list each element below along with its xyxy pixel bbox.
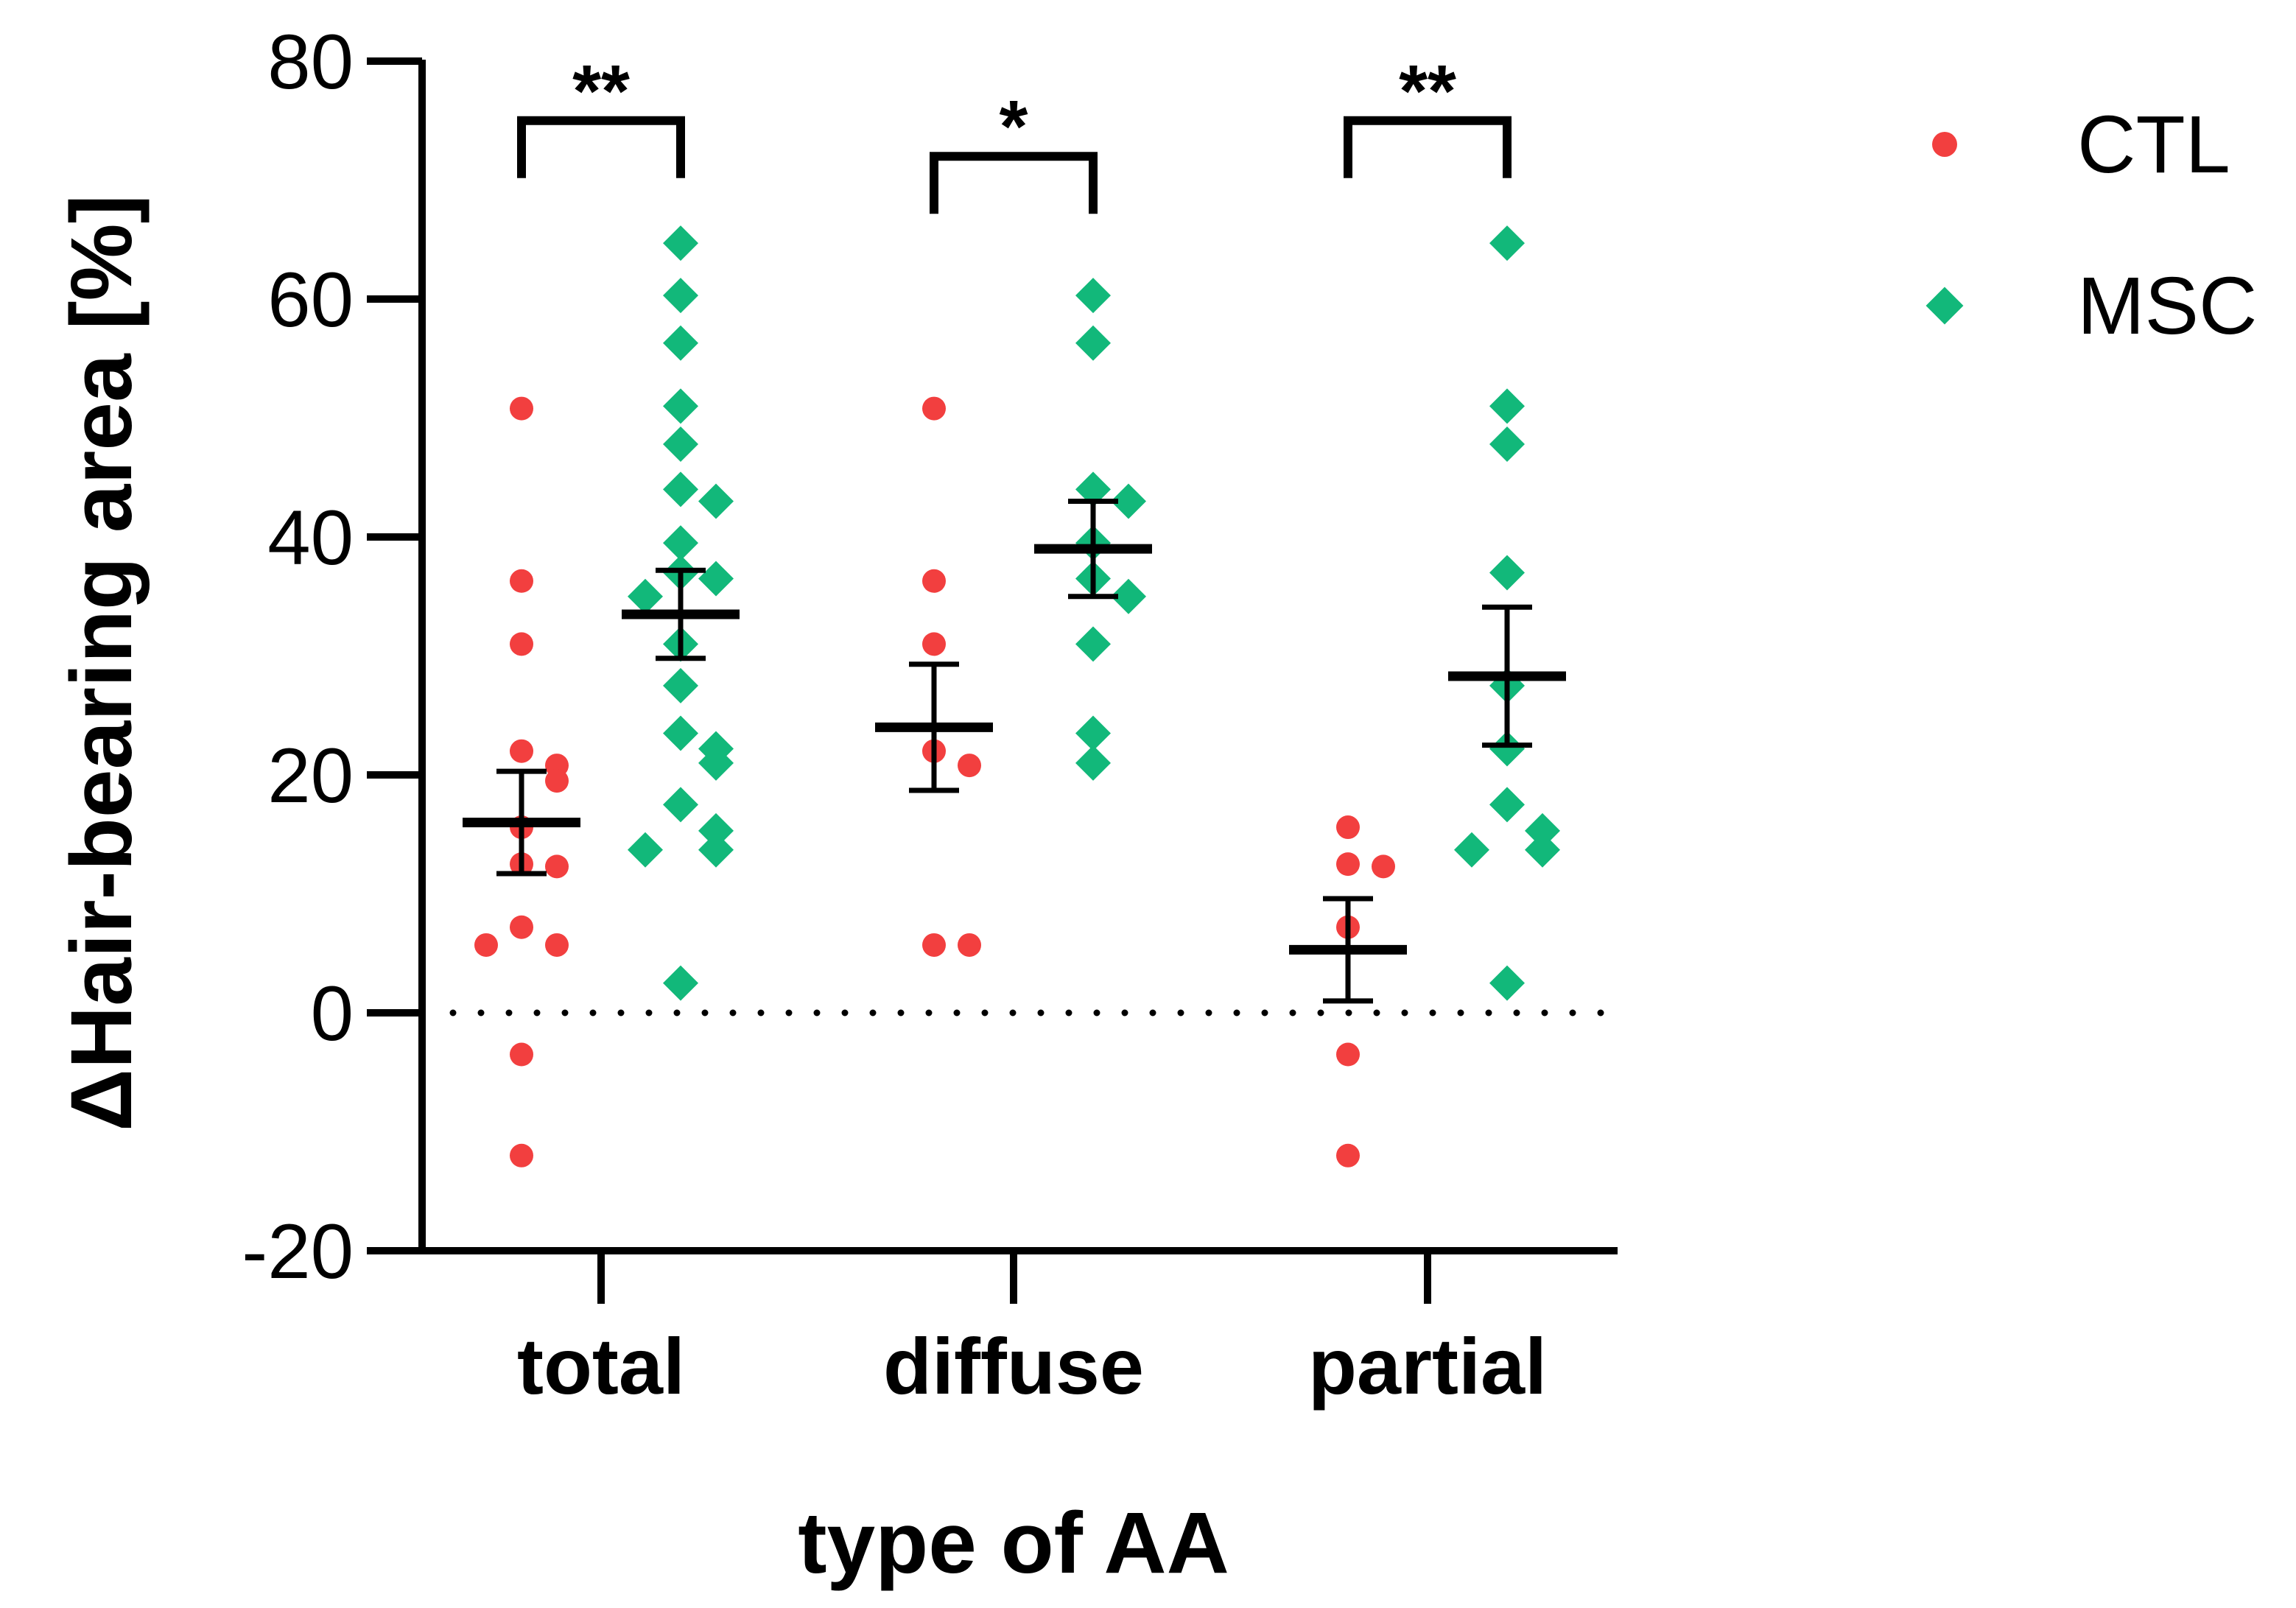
data-points [474, 225, 1560, 1168]
significance-bracket [930, 152, 1098, 214]
data-point-ctl [1372, 854, 1395, 879]
legend-label-msc: MSC [2077, 261, 2257, 351]
data-point-ctl [474, 933, 498, 957]
data-point-msc [628, 832, 663, 868]
data-point-msc [1489, 731, 1525, 767]
data-point-msc [1489, 388, 1525, 424]
data-point-ctl [545, 769, 569, 793]
x-tick-labels: total diffuse partial [517, 1321, 1547, 1411]
data-point-msc [1489, 426, 1525, 463]
legend-marker-msc [1925, 287, 1964, 325]
x-tick-label-diffuse: diffuse [883, 1321, 1144, 1411]
data-point-msc [663, 787, 698, 823]
data-point-msc [1111, 483, 1146, 519]
data-point-msc [1489, 965, 1525, 1001]
data-point-ctl [922, 396, 946, 421]
y-axis-title: ΔHair-bearing area [%] [53, 194, 150, 1131]
significance-brackets: ** * ** [517, 50, 1512, 214]
data-point-msc [663, 715, 698, 751]
y-tick-labels: -20 0 20 40 60 80 [242, 19, 354, 1295]
x-axis-title: type of AA [798, 1495, 1229, 1592]
data-point-msc [698, 745, 734, 781]
data-point-msc [663, 525, 698, 561]
y-tick-label: -20 [242, 1209, 354, 1295]
data-point-ctl [1336, 815, 1360, 840]
legend: CTL MSC [1925, 99, 2257, 351]
data-point-ctl [958, 754, 981, 778]
data-point-ctl [545, 854, 569, 879]
data-point-ctl [510, 915, 533, 939]
data-point-ctl [510, 739, 533, 763]
data-point-msc [1075, 715, 1111, 751]
data-point-ctl [510, 569, 533, 593]
y-tick-label: 60 [267, 257, 354, 343]
data-point-ctl [1336, 1042, 1360, 1067]
x-tick-label-partial: partial [1308, 1321, 1547, 1411]
data-point-ctl [510, 396, 533, 421]
data-point-msc [1111, 578, 1146, 614]
y-tick-label: 20 [267, 733, 354, 819]
data-point-ctl [545, 933, 569, 957]
y-tick-label: 40 [267, 495, 354, 581]
legend-marker-ctl [1932, 132, 1957, 157]
data-point-msc [698, 812, 734, 849]
significance-label: ** [1399, 50, 1456, 133]
data-point-ctl [958, 933, 981, 957]
data-point-msc [663, 225, 698, 261]
y-tick-label: 0 [311, 971, 354, 1057]
data-point-ctl [510, 1143, 533, 1168]
mean-sem-bars [463, 499, 1566, 1004]
data-point-msc [663, 388, 698, 424]
data-point-msc [1489, 225, 1525, 261]
data-point-ctl [510, 1042, 533, 1067]
data-point-msc [1075, 745, 1111, 781]
significance-bracket [517, 116, 685, 178]
data-point-ctl [922, 569, 946, 593]
axes [367, 57, 1621, 1304]
data-point-msc [1489, 555, 1525, 591]
data-point-msc [1525, 812, 1560, 849]
data-point-ctl [922, 933, 946, 957]
data-point-msc [698, 561, 734, 597]
data-point-msc [663, 667, 698, 703]
data-point-msc [663, 426, 698, 463]
data-point-msc [663, 965, 698, 1001]
data-point-msc [1075, 626, 1111, 662]
data-point-msc [1075, 471, 1111, 508]
data-point-msc [1454, 832, 1489, 868]
data-point-msc [698, 483, 734, 519]
data-point-msc [663, 325, 698, 361]
data-point-msc [628, 578, 663, 614]
data-point-msc [698, 832, 734, 868]
data-point-msc [1075, 278, 1111, 314]
significance-label: * [1000, 85, 1028, 168]
x-tick-label-total: total [517, 1321, 685, 1411]
y-tick-label: 80 [267, 19, 354, 105]
significance-bracket [1344, 116, 1512, 178]
significance-label: ** [572, 50, 630, 133]
data-point-msc [1489, 787, 1525, 823]
data-point-ctl [1336, 852, 1360, 877]
data-point-msc [663, 278, 698, 314]
legend-label-ctl: CTL [2077, 99, 2230, 190]
data-point-msc [1075, 325, 1111, 361]
data-point-ctl [510, 632, 533, 656]
data-point-msc [1525, 832, 1560, 868]
data-point-ctl [922, 632, 946, 656]
data-point-msc [663, 471, 698, 508]
data-point-ctl [1336, 1143, 1360, 1168]
